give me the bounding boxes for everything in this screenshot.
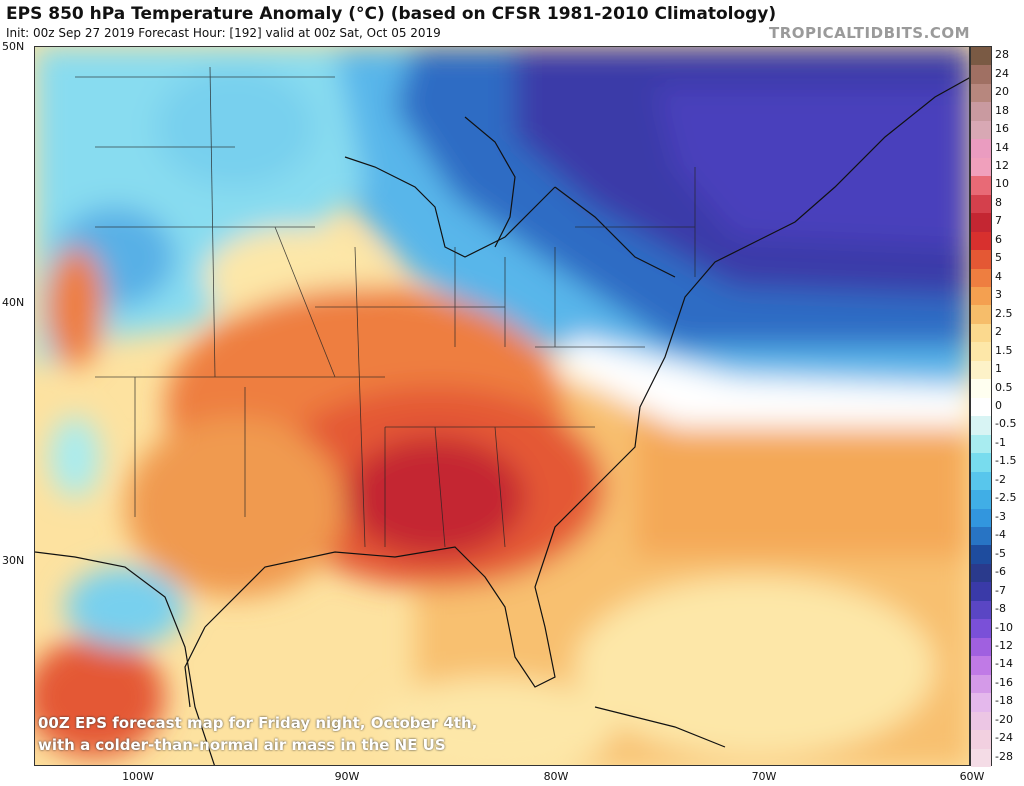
lon-label-100w: 100W bbox=[122, 770, 154, 783]
legend-swatch bbox=[971, 453, 991, 473]
legend-label: 18 bbox=[995, 103, 1009, 117]
legend-swatch bbox=[971, 139, 991, 159]
legend-label: -8 bbox=[995, 602, 1006, 616]
legend-label: 1.5 bbox=[995, 343, 1013, 357]
legend-swatch bbox=[971, 194, 991, 214]
legend-label: -1 bbox=[995, 435, 1006, 449]
legend-swatch bbox=[971, 287, 991, 306]
legend-label: -2 bbox=[995, 472, 1006, 486]
legend-label: 10 bbox=[995, 177, 1009, 191]
legend-label: -28 bbox=[995, 749, 1013, 763]
legend-label: 0 bbox=[995, 399, 1002, 412]
legend-swatch bbox=[971, 434, 991, 454]
lon-label-60w: 60W bbox=[959, 770, 985, 783]
legend-label: -7 bbox=[995, 583, 1006, 597]
anomaly-shading bbox=[35, 47, 969, 765]
lat-label-50n: 50N bbox=[2, 40, 25, 53]
legend-swatch bbox=[971, 213, 991, 233]
legend-label: 24 bbox=[995, 66, 1009, 80]
legend-swatch bbox=[971, 600, 991, 620]
lon-label-70w: 70W bbox=[751, 770, 777, 783]
anomaly-field bbox=[35, 47, 969, 765]
legend-label: 28 bbox=[995, 48, 1009, 62]
legend-swatch bbox=[971, 637, 991, 657]
legend-swatch bbox=[971, 120, 991, 140]
legend-swatch bbox=[971, 490, 991, 510]
legend-label: -20 bbox=[995, 712, 1013, 726]
legend-swatch bbox=[971, 157, 991, 177]
legend-swatch bbox=[971, 305, 991, 325]
legend-swatch bbox=[971, 416, 991, 436]
legend-label: 14 bbox=[995, 140, 1009, 154]
legend-swatch bbox=[971, 730, 991, 750]
legend-label: -24 bbox=[995, 731, 1013, 745]
legend-label: -14 bbox=[995, 657, 1013, 671]
legend-label: 7 bbox=[995, 214, 1002, 228]
legend-label: -16 bbox=[995, 675, 1013, 689]
legend-swatch bbox=[971, 397, 991, 417]
legend-swatch bbox=[971, 323, 991, 343]
anomaly-map bbox=[34, 46, 970, 766]
legend-label: -5 bbox=[995, 546, 1006, 560]
legend-swatch bbox=[971, 471, 991, 491]
legend-label: 1 bbox=[995, 362, 1002, 376]
legend-label: -12 bbox=[995, 639, 1013, 652]
legend-label: 20 bbox=[995, 85, 1009, 99]
chart-subtitle: Init: 00z Sep 27 2019 Forecast Hour: [19… bbox=[6, 26, 441, 40]
legend-swatch bbox=[971, 268, 991, 288]
legend-swatch bbox=[971, 563, 991, 583]
legend-label: 16 bbox=[995, 122, 1009, 136]
legend-swatch bbox=[971, 508, 991, 528]
legend-label: -1.5 bbox=[995, 454, 1017, 468]
legend-swatch bbox=[971, 527, 991, 546]
legend-label: -6 bbox=[995, 565, 1006, 579]
legend-label: 8 bbox=[995, 195, 1002, 209]
legend-swatch bbox=[971, 47, 991, 66]
legend-label: -0.5 bbox=[995, 417, 1017, 431]
lat-label-40n: 40N bbox=[2, 296, 25, 309]
legend-swatch bbox=[971, 83, 991, 103]
lon-label-80w: 80W bbox=[543, 770, 569, 783]
coastlines bbox=[35, 77, 969, 765]
legend-swatch bbox=[971, 65, 991, 85]
legend-label: 2.5 bbox=[995, 306, 1013, 320]
site-watermark: TROPICALTIDBITS.COM bbox=[769, 24, 970, 42]
legend-swatch bbox=[971, 656, 991, 676]
legend-label: 5 bbox=[995, 251, 1002, 265]
legend-swatch bbox=[971, 342, 991, 362]
legend-label: 2 bbox=[995, 325, 1002, 339]
legend-swatch bbox=[971, 545, 991, 565]
lon-label-90w: 90W bbox=[334, 770, 360, 783]
caption-line-2: with a colder-than-normal air mass in th… bbox=[38, 736, 446, 754]
legend-label: 6 bbox=[995, 232, 1002, 246]
map-caption: 00Z EPS forecast map for Friday night, O… bbox=[38, 712, 477, 756]
legend-swatch bbox=[971, 250, 991, 270]
legend-label: -4 bbox=[995, 528, 1006, 542]
color-legend-bar bbox=[970, 46, 992, 768]
legend-label: 3 bbox=[995, 288, 1002, 302]
state-boundaries bbox=[75, 66, 696, 548]
caption-line-1: 00Z EPS forecast map for Friday night, O… bbox=[38, 714, 478, 732]
legend-swatch bbox=[971, 619, 991, 639]
legend-swatch bbox=[971, 693, 991, 713]
legend-swatch bbox=[971, 748, 991, 768]
legend-label: -2.5 bbox=[995, 491, 1017, 505]
legend-swatch bbox=[971, 582, 991, 602]
legend-label: 4 bbox=[995, 269, 1002, 283]
legend-swatch bbox=[971, 360, 991, 380]
legend-swatch bbox=[971, 102, 991, 122]
legend-label: 0.5 bbox=[995, 380, 1013, 394]
legend-swatch bbox=[971, 674, 991, 694]
legend-label: 12 bbox=[995, 159, 1009, 172]
legend-swatch bbox=[971, 379, 991, 399]
chart-title: EPS 850 hPa Temperature Anomaly (°C) (ba… bbox=[6, 4, 777, 24]
legend-label: -18 bbox=[995, 694, 1013, 708]
lat-label-30n: 30N bbox=[2, 554, 25, 567]
legend-swatch bbox=[971, 176, 991, 196]
legend-label: -10 bbox=[995, 620, 1013, 634]
legend-label: -3 bbox=[995, 509, 1006, 523]
legend-swatch bbox=[971, 711, 991, 731]
legend-swatch bbox=[971, 231, 991, 251]
